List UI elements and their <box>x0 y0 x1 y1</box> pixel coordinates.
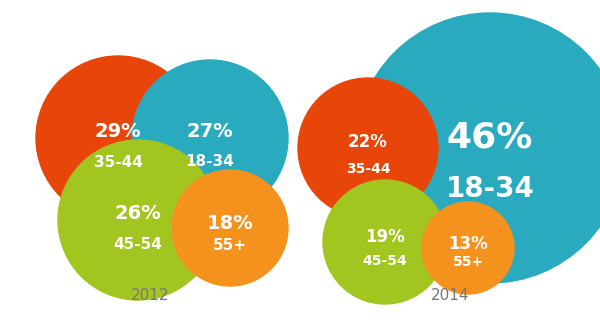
Circle shape <box>298 78 438 218</box>
Text: 26%: 26% <box>115 204 161 223</box>
Text: 46%: 46% <box>447 120 533 154</box>
Circle shape <box>172 170 288 286</box>
Text: 35-44: 35-44 <box>94 155 142 170</box>
Text: 18-34: 18-34 <box>185 154 235 169</box>
Text: 29%: 29% <box>95 122 142 141</box>
Text: 45-54: 45-54 <box>113 236 163 251</box>
Circle shape <box>132 60 288 216</box>
Text: 35-44: 35-44 <box>346 162 391 176</box>
Text: 45-54: 45-54 <box>362 254 407 268</box>
Text: 13%: 13% <box>448 235 488 253</box>
Circle shape <box>422 202 514 294</box>
Text: 19%: 19% <box>365 228 405 246</box>
Text: 18%: 18% <box>206 214 253 233</box>
Text: 2012: 2012 <box>131 288 169 302</box>
Text: 27%: 27% <box>187 122 233 141</box>
Text: 55+: 55+ <box>213 238 247 253</box>
Text: 22%: 22% <box>348 133 388 151</box>
Text: 2014: 2014 <box>431 288 469 302</box>
Circle shape <box>323 180 447 304</box>
Circle shape <box>58 140 218 300</box>
Circle shape <box>355 13 600 283</box>
Text: 55+: 55+ <box>452 255 484 269</box>
Circle shape <box>36 56 200 220</box>
Text: 18-34: 18-34 <box>446 175 535 203</box>
